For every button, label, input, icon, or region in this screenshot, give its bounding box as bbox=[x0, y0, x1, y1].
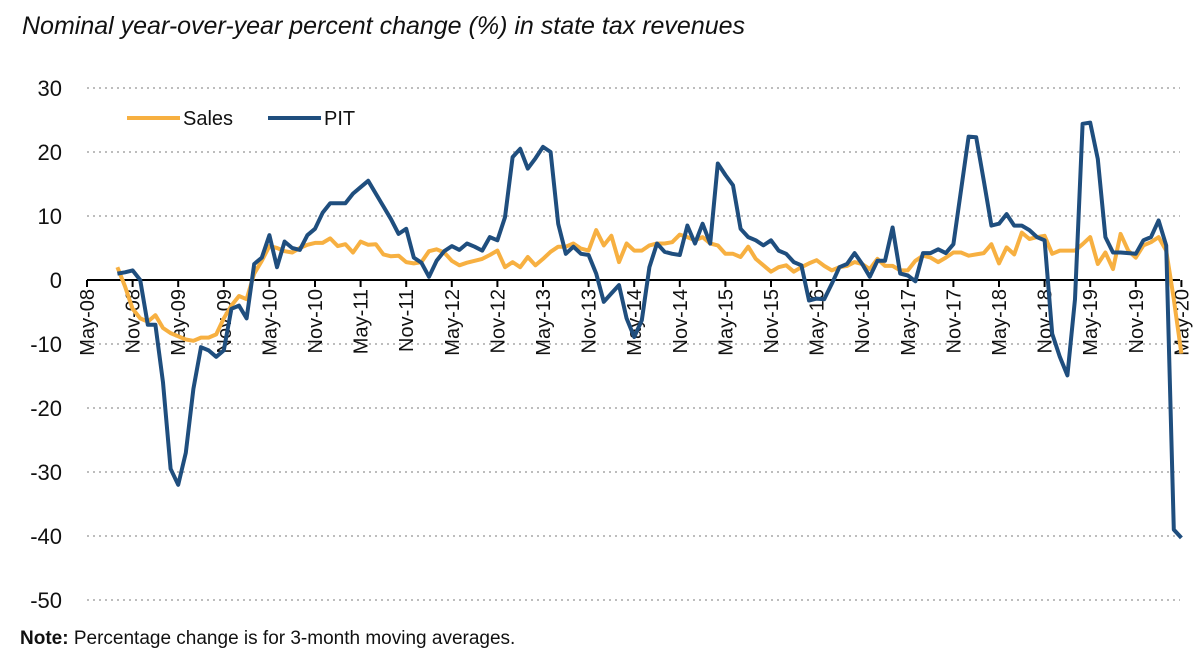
y-tick-label: -20 bbox=[30, 396, 62, 421]
x-tick-label: Nov-18 bbox=[1035, 289, 1057, 353]
series-lines bbox=[115, 120, 1184, 540]
legend: Sales PIT bbox=[127, 108, 355, 130]
series-line-pit bbox=[117, 120, 1183, 540]
footnote: Note: Percentage change is for 3-month m… bbox=[20, 628, 515, 650]
y-tick-label: 30 bbox=[38, 76, 62, 101]
x-tick-label: May-11 bbox=[351, 289, 373, 354]
x-tick-label: Nov-12 bbox=[487, 289, 509, 353]
series-line-sales bbox=[115, 228, 1184, 354]
x-tick-label: Nov-16 bbox=[852, 289, 874, 353]
x-tick-label: May-09 bbox=[168, 289, 190, 356]
y-tick-label: -40 bbox=[30, 524, 62, 549]
x-tick-label: Nov-08 bbox=[123, 289, 145, 353]
note-label: Note: bbox=[20, 628, 69, 649]
x-tick-label: May-19 bbox=[1080, 289, 1102, 356]
y-tick-label: 10 bbox=[38, 204, 62, 229]
x-tick-label: May-13 bbox=[533, 289, 555, 356]
note-text: Percentage change is for 3-month moving … bbox=[68, 628, 516, 649]
x-tick-label: Nov-13 bbox=[579, 289, 601, 353]
x-tick-label: Nov-17 bbox=[943, 289, 965, 353]
gridlines bbox=[87, 87, 1180, 601]
x-tick-label: Nov-11 bbox=[396, 289, 418, 352]
x-axis: May-08 Nov-08 May-09 Nov-09 May-10 Nov-10 May-… bbox=[77, 279, 1193, 356]
x-tick-label: May-15 bbox=[715, 289, 737, 356]
y-tick-label: -30 bbox=[30, 460, 62, 485]
y-tick-label: -10 bbox=[30, 332, 62, 357]
x-tick-label: May-08 bbox=[77, 289, 99, 356]
chart-title: Nominal year-over-year percent change (%… bbox=[22, 12, 746, 40]
x-tick-label: Nov-14 bbox=[670, 289, 692, 353]
y-tick-label: -50 bbox=[30, 588, 62, 613]
x-tick-label: May-20 bbox=[1171, 289, 1193, 356]
x-tick-label: May-10 bbox=[259, 289, 281, 356]
x-tick-label: May-14 bbox=[624, 289, 646, 356]
x-tick-label: May-12 bbox=[442, 289, 464, 356]
x-tick-label: Nov-15 bbox=[761, 289, 783, 353]
x-tick-label: Nov-19 bbox=[1126, 289, 1148, 353]
y-tick-label: 0 bbox=[50, 268, 62, 293]
x-tick-label: May-18 bbox=[989, 289, 1011, 356]
legend-label-sales: Sales bbox=[183, 108, 233, 130]
x-tick-label: May-16 bbox=[807, 289, 829, 356]
legend-label-pit: PIT bbox=[324, 108, 355, 130]
x-tick-label: Nov-10 bbox=[305, 289, 327, 353]
y-tick-label: 20 bbox=[38, 140, 62, 165]
x-tick-label: May-17 bbox=[898, 289, 920, 356]
y-axis: 30 20 10 0 -10 -20 -30 -40 -50 bbox=[30, 76, 62, 613]
